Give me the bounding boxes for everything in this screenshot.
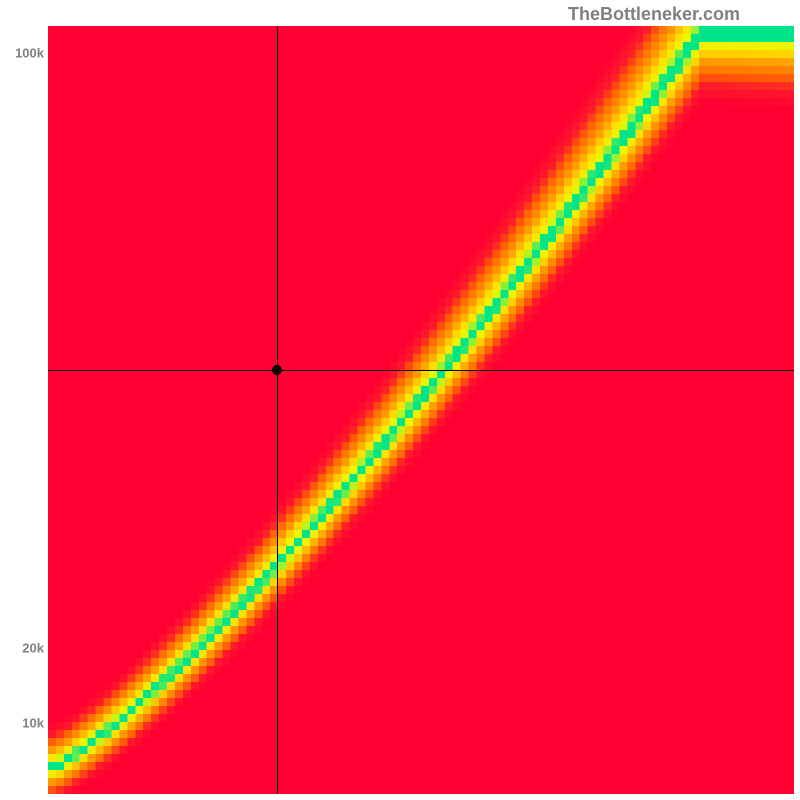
heatmap-canvas [48,26,794,794]
site-branding: TheBottleneker.com [568,4,740,25]
y-tick-label: 100k [4,45,44,60]
y-tick-label: 10k [4,716,44,731]
selected-point-marker [272,365,282,375]
y-tick-label: 20k [4,641,44,656]
crosshair-horizontal [48,370,794,371]
crosshair-vertical [277,26,278,794]
bottleneck-heatmap [48,26,794,794]
